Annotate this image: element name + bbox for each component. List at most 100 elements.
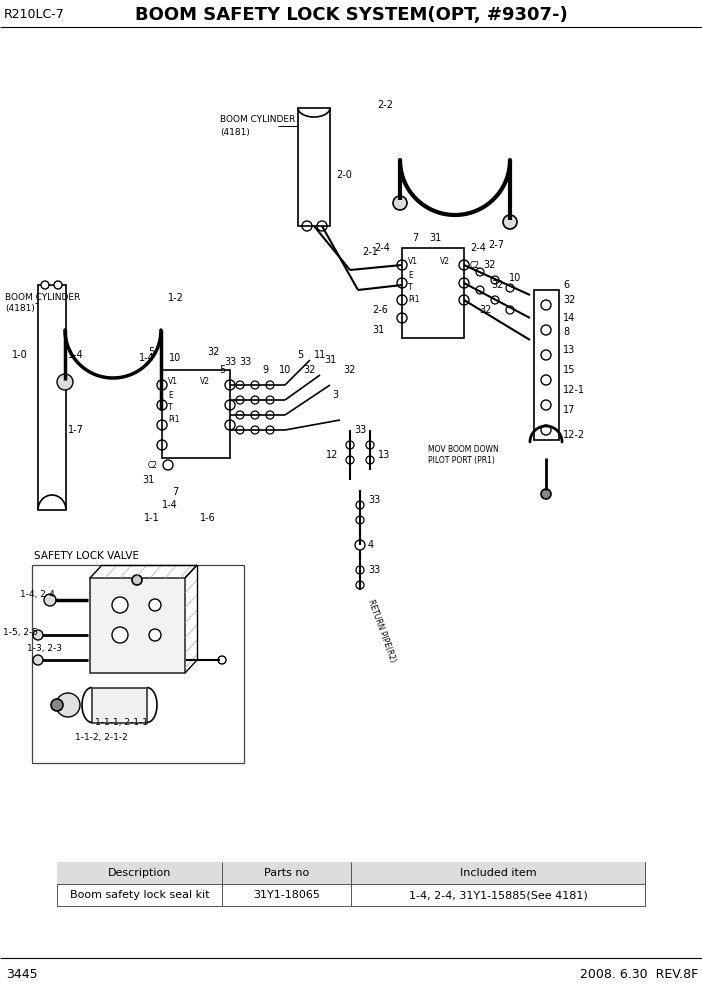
Circle shape <box>251 381 259 389</box>
Circle shape <box>541 375 551 385</box>
Circle shape <box>51 699 63 711</box>
Circle shape <box>251 411 259 419</box>
Text: 1-0: 1-0 <box>12 350 28 360</box>
Circle shape <box>149 599 161 611</box>
Circle shape <box>56 693 80 717</box>
Text: 3: 3 <box>332 390 338 400</box>
Circle shape <box>149 629 161 641</box>
Circle shape <box>57 374 73 390</box>
Bar <box>534 290 559 440</box>
Text: V1: V1 <box>408 258 418 267</box>
Bar <box>162 370 230 458</box>
Circle shape <box>356 566 364 574</box>
Bar <box>90 578 185 673</box>
Circle shape <box>393 196 407 210</box>
Circle shape <box>346 456 354 464</box>
Text: Description: Description <box>107 868 171 878</box>
Circle shape <box>33 655 43 665</box>
Text: 14: 14 <box>563 313 575 323</box>
Text: 1-4: 1-4 <box>162 500 178 510</box>
Text: BOOM CYLINDER: BOOM CYLINDER <box>220 115 296 125</box>
Text: T: T <box>408 284 413 293</box>
Text: 2-7: 2-7 <box>488 240 504 250</box>
Circle shape <box>541 325 551 335</box>
Text: 33: 33 <box>354 425 366 435</box>
Circle shape <box>266 381 274 389</box>
Circle shape <box>41 281 49 289</box>
Text: 17: 17 <box>563 405 576 415</box>
Text: 1-3, 2-3: 1-3, 2-3 <box>27 644 62 653</box>
Text: 32: 32 <box>484 260 496 270</box>
Circle shape <box>236 396 244 404</box>
Text: 10: 10 <box>169 353 181 363</box>
Circle shape <box>266 396 274 404</box>
Text: 1-5, 2-5: 1-5, 2-5 <box>3 628 38 637</box>
Circle shape <box>541 400 551 410</box>
Text: 1-6: 1-6 <box>200 513 216 523</box>
Text: 4: 4 <box>368 540 374 550</box>
Bar <box>38 285 66 510</box>
Text: C2: C2 <box>148 460 158 469</box>
Text: Boom safety lock seal kit: Boom safety lock seal kit <box>69 890 209 900</box>
Circle shape <box>132 575 142 585</box>
Circle shape <box>112 597 128 613</box>
Text: 31Y1-18065: 31Y1-18065 <box>253 890 319 900</box>
Circle shape <box>346 441 354 449</box>
Circle shape <box>44 594 56 606</box>
Circle shape <box>355 540 365 550</box>
Text: PILOT PORT (PR1): PILOT PORT (PR1) <box>428 455 495 464</box>
Text: 12-1: 12-1 <box>563 385 585 395</box>
Text: Pi1: Pi1 <box>408 296 420 305</box>
Text: 2-2: 2-2 <box>377 100 393 110</box>
Text: C2: C2 <box>470 261 480 270</box>
Text: R210LC-7: R210LC-7 <box>4 9 65 22</box>
Circle shape <box>236 426 244 434</box>
Circle shape <box>266 411 274 419</box>
Text: 33: 33 <box>368 565 380 575</box>
Circle shape <box>541 300 551 310</box>
Circle shape <box>251 426 259 434</box>
Circle shape <box>356 516 364 524</box>
Text: 31: 31 <box>143 475 155 485</box>
Text: 10: 10 <box>279 365 291 375</box>
Text: 2-4: 2-4 <box>470 243 486 253</box>
Text: 1-2: 1-2 <box>168 293 184 303</box>
Text: 1-1-2, 2-1-2: 1-1-2, 2-1-2 <box>75 733 128 742</box>
Text: 6: 6 <box>563 280 569 290</box>
Text: 13: 13 <box>563 345 575 355</box>
Text: 11: 11 <box>314 350 326 360</box>
Circle shape <box>541 350 551 360</box>
Text: V1: V1 <box>168 378 178 387</box>
Text: 33: 33 <box>239 357 251 367</box>
Text: 31: 31 <box>373 325 385 335</box>
Text: 32: 32 <box>492 280 504 290</box>
Text: 2-0: 2-0 <box>336 170 352 180</box>
Circle shape <box>356 581 364 589</box>
Circle shape <box>356 501 364 509</box>
Text: 15: 15 <box>563 365 576 375</box>
Text: 1-1: 1-1 <box>144 513 160 523</box>
Text: RETURN PIPE(R2): RETURN PIPE(R2) <box>366 598 397 664</box>
Text: Included item: Included item <box>460 868 536 878</box>
Text: 7: 7 <box>412 233 418 243</box>
Text: V2: V2 <box>200 378 210 387</box>
Circle shape <box>236 381 244 389</box>
Bar <box>57 862 645 884</box>
Text: 1-4, 2-4, 31Y1-15885(See 4181): 1-4, 2-4, 31Y1-15885(See 4181) <box>409 890 588 900</box>
Text: 1-1-1, 2-1-1: 1-1-1, 2-1-1 <box>95 718 148 727</box>
Text: BOOM CYLINDER: BOOM CYLINDER <box>5 294 80 303</box>
Text: 1-7: 1-7 <box>68 425 84 435</box>
Circle shape <box>366 441 374 449</box>
Text: 32: 32 <box>207 347 219 357</box>
Circle shape <box>236 411 244 419</box>
Text: 1-4: 1-4 <box>68 350 84 360</box>
Text: 33: 33 <box>368 495 380 505</box>
Circle shape <box>476 268 484 276</box>
Text: (4181): (4181) <box>5 304 35 312</box>
Text: 5: 5 <box>219 365 225 375</box>
Text: 32: 32 <box>479 305 491 315</box>
Text: 32: 32 <box>563 295 576 305</box>
Text: V2: V2 <box>440 258 450 267</box>
Circle shape <box>476 286 484 294</box>
Circle shape <box>506 306 514 314</box>
